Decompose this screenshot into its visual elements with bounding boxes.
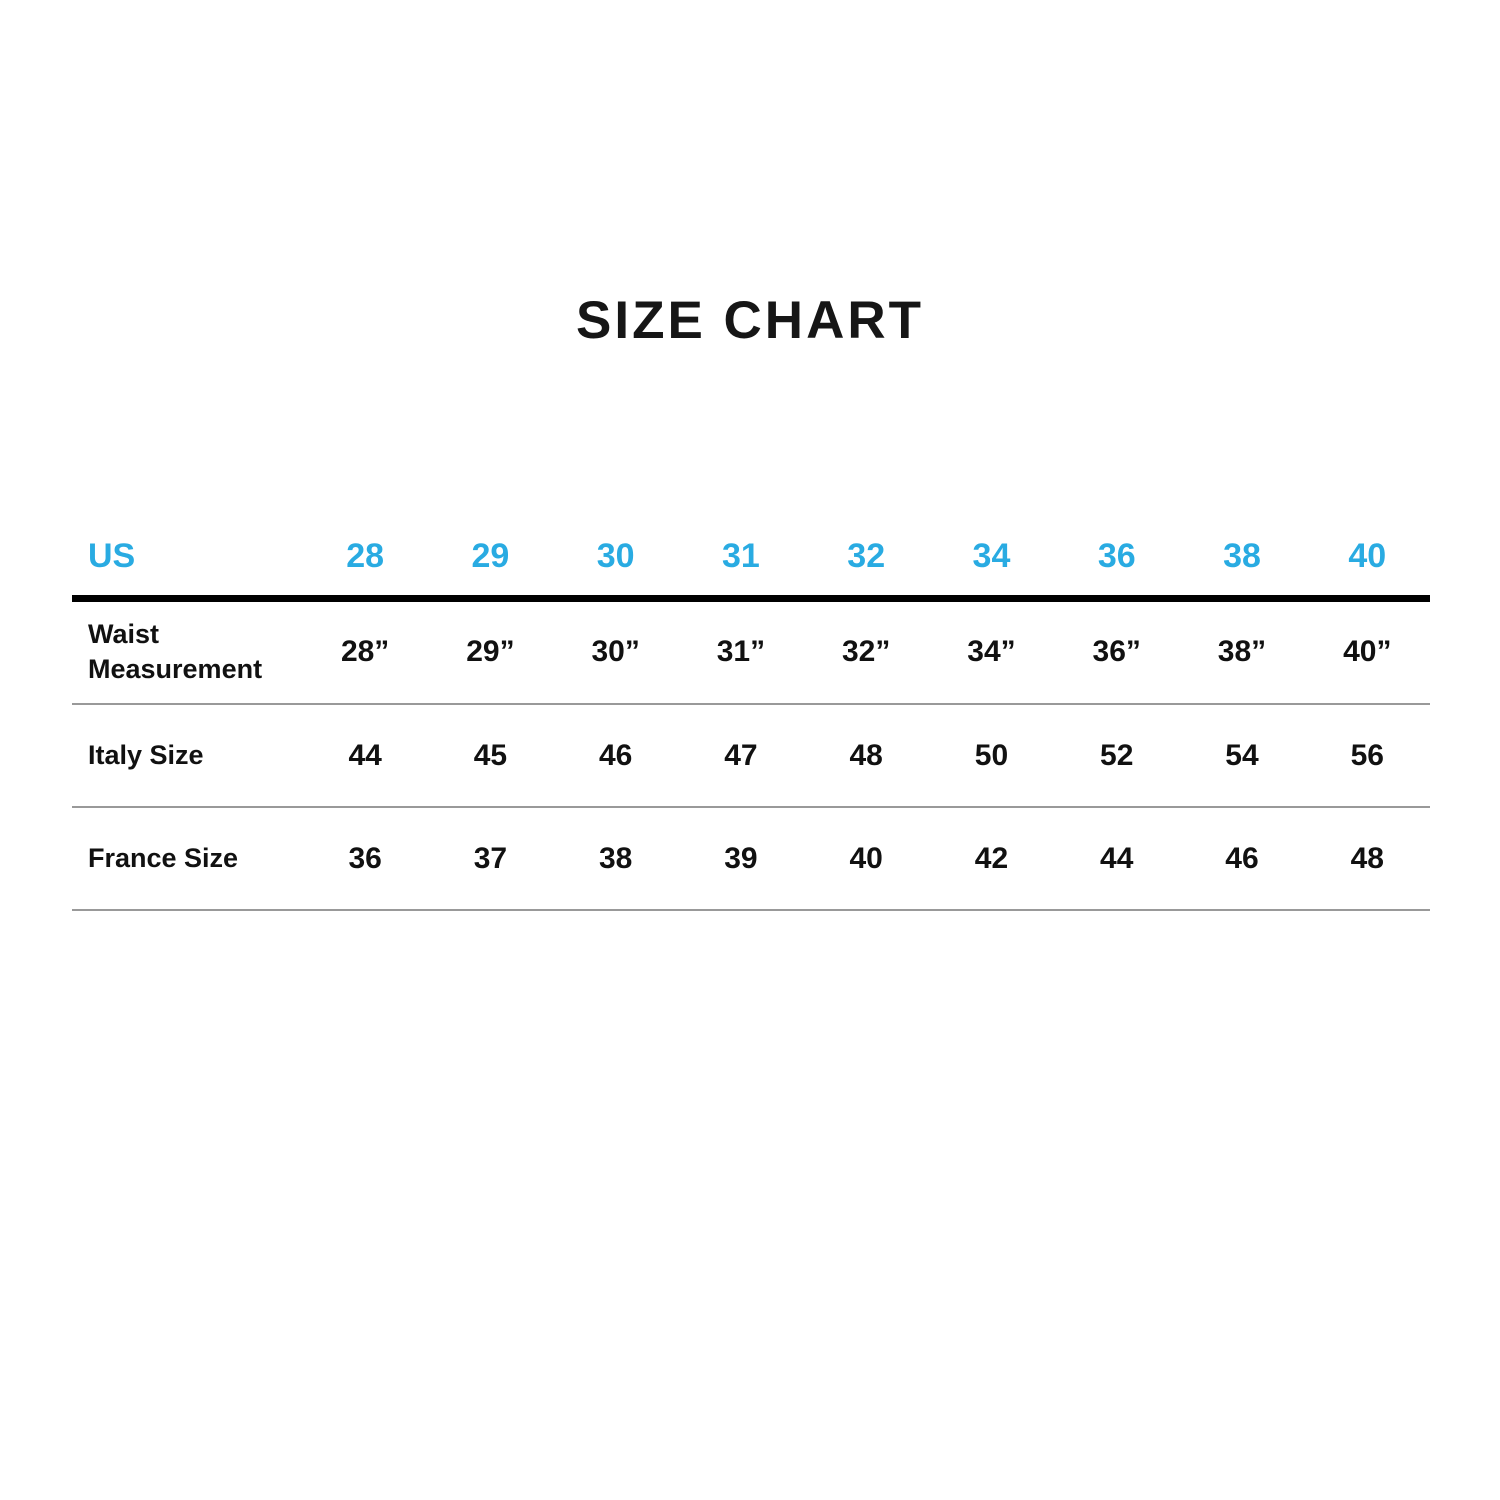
size-value: 48 xyxy=(849,738,883,772)
size-value: 28” xyxy=(340,635,390,669)
page-title: SIZE CHART xyxy=(576,291,924,350)
column-header-size: 29 xyxy=(471,536,510,575)
size-value: 52 xyxy=(1100,738,1134,772)
size-value: 30” xyxy=(591,635,640,669)
column-header-size: 38 xyxy=(1223,536,1261,575)
column-header-size: 31 xyxy=(722,536,760,575)
column-header-size: 34 xyxy=(972,536,1011,575)
column-header-us: US xyxy=(88,536,136,575)
size-value: 44 xyxy=(348,738,382,772)
size-value: 40 xyxy=(849,841,883,875)
table-header-row: US 28 29 30 31 32 34 36 38 40 xyxy=(72,518,1430,598)
size-value: 44 xyxy=(1100,841,1134,875)
size-value: 50 xyxy=(974,738,1009,772)
size-value: 56 xyxy=(1350,738,1384,772)
column-header-size: 36 xyxy=(1097,536,1136,575)
column-header-size: 30 xyxy=(596,536,635,575)
size-value: 29” xyxy=(466,635,515,669)
column-header-size: 32 xyxy=(847,536,886,575)
size-value: 54 xyxy=(1225,738,1259,772)
size-value: 46 xyxy=(598,738,633,772)
size-value: 38” xyxy=(1217,635,1267,669)
size-value: 36” xyxy=(1092,635,1141,669)
size-value: 34” xyxy=(967,635,1016,669)
size-value: 39 xyxy=(724,841,758,875)
column-header-size: 28 xyxy=(346,536,385,575)
size-value: 48 xyxy=(1350,841,1384,875)
row-label: Italy Size xyxy=(88,739,204,770)
table-row-france-size: France Size 36 37 38 39 40 42 44 46 48 xyxy=(72,807,1430,910)
size-value: 37 xyxy=(473,841,508,875)
column-header-size: 40 xyxy=(1348,536,1387,575)
size-value: 32” xyxy=(842,635,891,669)
table-row-waist-measurement: Waist Measurement 28” 29” 30” 31” 32” 34… xyxy=(72,598,1430,704)
size-value: 36 xyxy=(348,841,382,875)
size-value: 46 xyxy=(1225,841,1259,875)
table-row-italy-size: Italy Size 44 45 46 47 48 50 52 54 56 xyxy=(72,704,1430,807)
size-chart-table: US 28 29 30 31 32 34 36 38 40 Waist Meas… xyxy=(72,518,1430,911)
size-value: 40” xyxy=(1343,635,1392,669)
size-value: 45 xyxy=(473,738,508,772)
size-value: 42 xyxy=(974,841,1009,875)
row-label: Waist Measurement xyxy=(88,619,263,685)
size-value: 47 xyxy=(724,738,758,772)
row-label: France Size xyxy=(88,842,239,873)
size-value: 38 xyxy=(598,841,633,875)
size-value: 31” xyxy=(716,635,766,669)
